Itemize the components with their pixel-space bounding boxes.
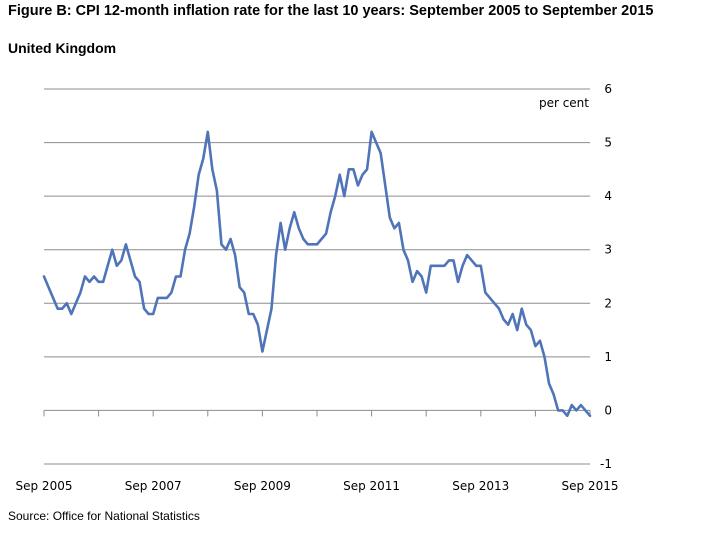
axes (43, 409, 591, 417)
x-tick-label: Sep 2009 (234, 479, 291, 493)
source-note: Source: Office for National Statistics (8, 509, 200, 523)
y-tick-label: 0 (604, 403, 612, 417)
series-line-cpi (42, 130, 592, 418)
x-tick-label: Sep 2007 (125, 479, 182, 493)
x-tick-label: Sep 2005 (16, 479, 73, 493)
y-tick-label: -1 (600, 457, 612, 471)
y-tick-label: 4 (604, 189, 612, 203)
y-axis-unit-label: per cent (539, 96, 589, 110)
chart-title: Figure B: CPI 12-month inflation rate fo… (8, 3, 654, 19)
x-axis-tick-labels: Sep 2005 Sep 2007 Sep 2009 Sep 2011 Sep 2013… (16, 479, 619, 493)
y-tick-label: 5 (604, 136, 612, 150)
series-layer (42, 130, 592, 418)
y-axis-tick-labels: 6 5 4 3 2 1 0 -1 (600, 82, 612, 471)
chart-subtitle: United Kingdom (8, 40, 117, 56)
gridlines (44, 88, 590, 465)
x-tick-label: Sep 2015 (562, 479, 619, 493)
y-tick-label: 3 (604, 243, 612, 257)
y-tick-label: 2 (604, 296, 612, 310)
x-tick-label: Sep 2013 (452, 479, 509, 493)
x-tick-label: Sep 2011 (343, 479, 400, 493)
y-tick-label: 1 (604, 350, 612, 364)
y-tick-label: 6 (604, 82, 612, 96)
